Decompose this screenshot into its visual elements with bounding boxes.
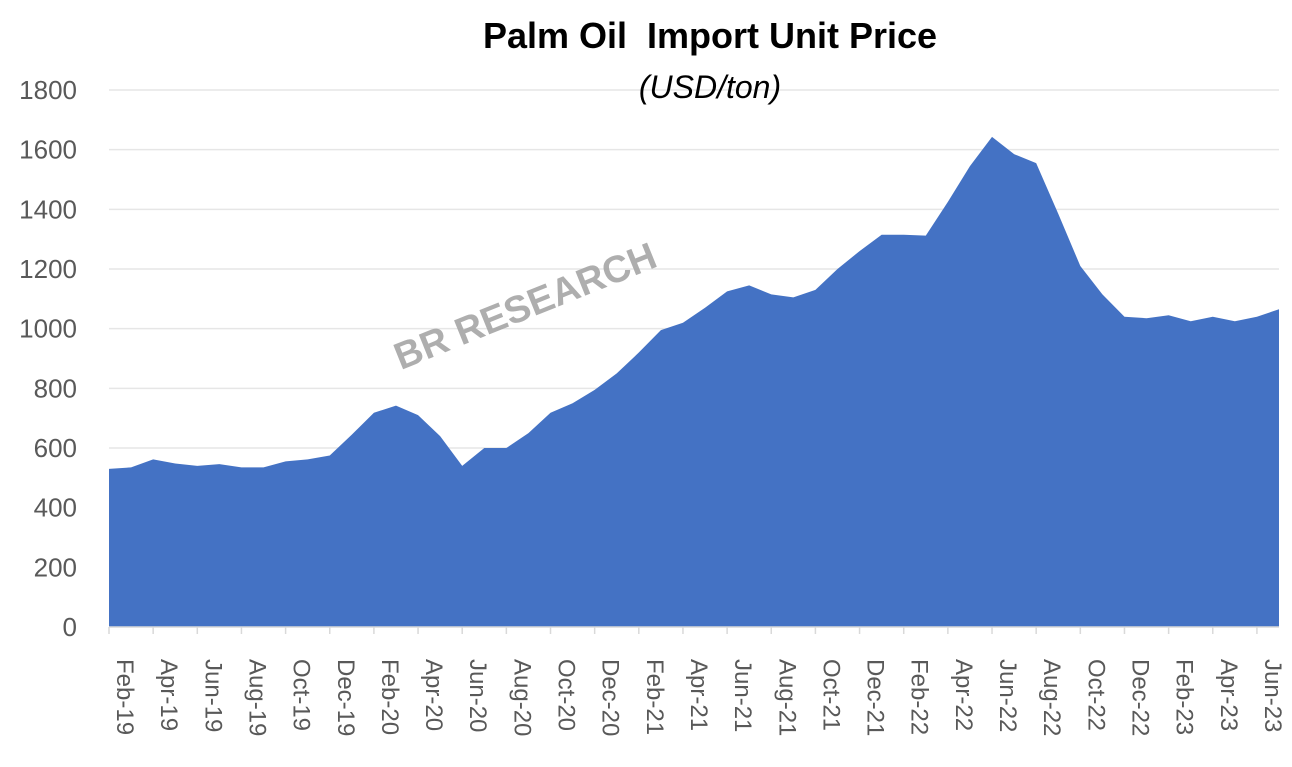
x-tick-label: Apr-22 xyxy=(950,659,977,731)
chart-title: Palm Oil Import Unit Price xyxy=(483,15,937,56)
series-area-layer xyxy=(109,136,1279,627)
y-tick-label: 0 xyxy=(63,612,77,642)
x-tick-label: Oct-19 xyxy=(288,659,315,731)
x-tick-label: Jun-19 xyxy=(199,659,226,732)
y-axis-tick-labels: 0 200 400 600 800 1000 1200 1400 1600 1800 xyxy=(19,75,77,642)
y-tick-label: 400 xyxy=(34,493,77,523)
x-tick-label: Feb-20 xyxy=(376,659,403,735)
x-tick-label: Jun-22 xyxy=(994,659,1021,732)
y-tick-label: 1600 xyxy=(19,135,77,165)
x-axis xyxy=(108,626,1279,634)
series-area xyxy=(109,136,1279,627)
x-tick-label: Aug-22 xyxy=(1038,659,1065,736)
y-tick-label: 800 xyxy=(34,373,77,403)
y-tick-label: 1200 xyxy=(19,254,77,284)
x-tick-label: Dec-20 xyxy=(597,659,624,736)
x-tick-label: Apr-20 xyxy=(420,659,447,731)
x-axis-tick-labels: Feb-19 Apr-19 Jun-19 Aug-19 Oct-19 Dec-19 Feb-… xyxy=(111,659,1286,736)
x-tick-label: Feb-23 xyxy=(1171,659,1198,735)
x-tick-label: Aug-19 xyxy=(243,659,270,736)
y-tick-label: 600 xyxy=(34,433,77,463)
x-tick-label: Dec-19 xyxy=(332,659,359,736)
x-tick-label: Jun-21 xyxy=(729,659,756,732)
x-tick-label: Apr-19 xyxy=(155,659,182,731)
y-tick-label: 200 xyxy=(34,552,77,582)
x-tick-label: Feb-19 xyxy=(111,659,138,735)
watermark: BR RESEARCH xyxy=(388,235,662,378)
y-tick-label: 1800 xyxy=(19,75,77,105)
y-tick-label: 1400 xyxy=(19,194,77,224)
chart-subtitle: (USD/ton) xyxy=(639,69,781,105)
x-tick-label: Apr-23 xyxy=(1215,659,1242,731)
x-tick-label: Jun-20 xyxy=(464,659,491,732)
x-tick-label: Feb-22 xyxy=(906,659,933,735)
x-tick-label: Dec-22 xyxy=(1126,659,1153,736)
x-tick-label: Oct-20 xyxy=(553,659,580,731)
x-tick-label: Oct-21 xyxy=(817,659,844,731)
x-tick-label: Dec-21 xyxy=(862,659,889,736)
x-tick-label: Aug-20 xyxy=(508,659,535,736)
x-tick-label: Feb-21 xyxy=(641,659,668,735)
x-tick-label: Apr-21 xyxy=(685,659,712,731)
x-tick-label: Oct-22 xyxy=(1082,659,1109,731)
y-tick-label: 1000 xyxy=(19,314,77,344)
x-tick-label: Jun-23 xyxy=(1259,659,1286,732)
x-tick-label: Aug-21 xyxy=(773,659,800,736)
